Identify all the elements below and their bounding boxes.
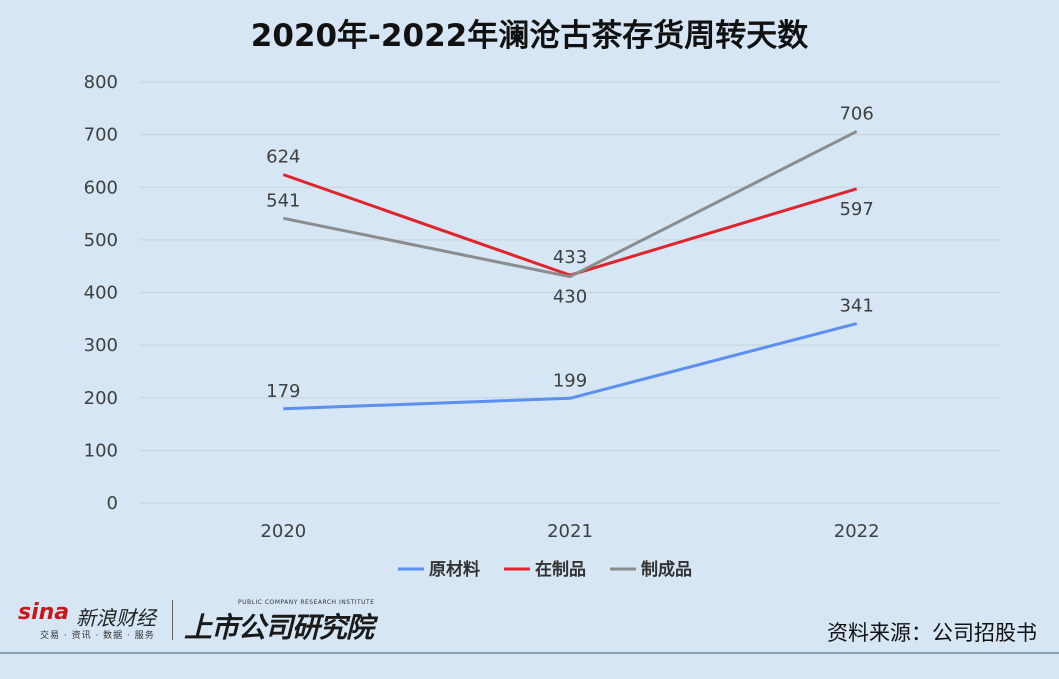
y-tick-label: 600 xyxy=(84,177,118,198)
footer-divider xyxy=(0,652,1059,654)
research-institute-en: PUBLIC COMPANY RESEARCH INSTITUTE xyxy=(238,599,375,606)
y-tick-label: 700 xyxy=(84,125,118,146)
branding-logos: sina 新浪财经 交易 · 资讯 · 数据 · 服务 PUBLIC COMPA… xyxy=(12,598,392,646)
data-label: 433 xyxy=(553,247,587,268)
data-label: 179 xyxy=(266,381,300,402)
series-layer xyxy=(282,130,858,411)
data-label: 541 xyxy=(266,190,300,211)
legend-label: 在制品 xyxy=(535,559,586,580)
y-tick-label: 200 xyxy=(84,388,118,409)
data-label: 199 xyxy=(553,370,587,391)
sina-finance-name: 新浪财经 xyxy=(76,606,156,630)
chart-title: 2020年-2022年澜沧古茶存货周转天数 xyxy=(250,18,809,54)
logo-divider xyxy=(172,600,173,640)
legend-label: 制成品 xyxy=(641,559,692,580)
legend: 原材料 在制品 制成品 xyxy=(398,559,692,580)
data-label: 597 xyxy=(839,199,873,220)
data-label: 430 xyxy=(553,287,587,308)
y-tick-label: 800 xyxy=(84,72,118,93)
data-label: 341 xyxy=(839,296,873,317)
sina-tagline: 交易 · 资讯 · 数据 · 服务 xyxy=(40,631,155,641)
y-tick-label: 300 xyxy=(84,335,118,356)
y-tick-label: 400 xyxy=(84,283,118,304)
x-tick-label: 2020 xyxy=(260,521,306,542)
x-tick-label: 2022 xyxy=(834,521,880,542)
legend-label: 原材料 xyxy=(429,559,480,580)
data-label: 624 xyxy=(266,147,300,168)
series-line xyxy=(283,322,858,411)
sina-logo: sina xyxy=(18,600,70,625)
y-tick-label: 0 xyxy=(107,493,118,514)
data-label: 706 xyxy=(839,103,873,124)
y-tick-label: 500 xyxy=(84,230,118,251)
series-line xyxy=(283,130,858,279)
x-tick-label: 2021 xyxy=(547,521,593,542)
research-institute-logo: 上市公司研究院 xyxy=(184,611,374,644)
source-note: 资料来源：公司招股书 xyxy=(827,621,1037,645)
y-axis-ticks: 0 100 200 300 400 500 600 700 800 xyxy=(84,72,118,514)
y-tick-label: 100 xyxy=(84,440,118,461)
line-chart: 0 100 200 300 400 500 600 700 800 2020 2021 2022 1… xyxy=(84,72,1000,580)
x-axis-ticks: 2020 2021 2022 xyxy=(260,521,879,542)
data-labels: 179 199 341 624 433 597 541 430 706 xyxy=(266,103,874,401)
